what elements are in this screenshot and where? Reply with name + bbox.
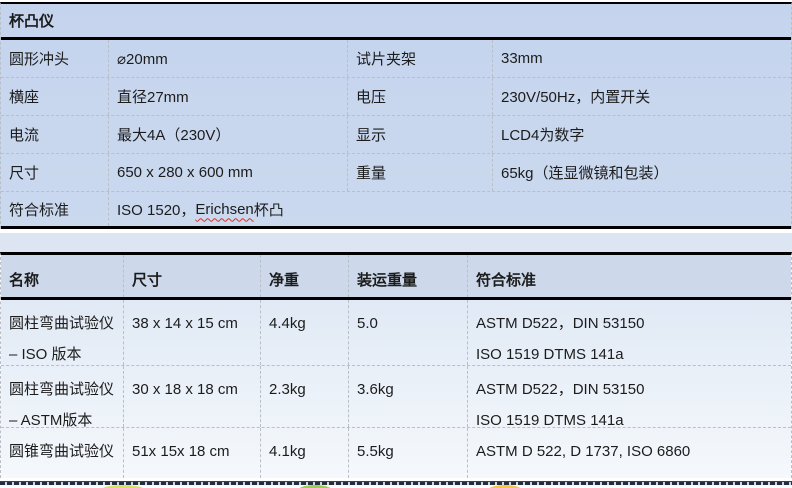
column-header-name: 名称 — [1, 255, 124, 297]
table-gap — [0, 233, 792, 252]
spec-label: 圆形冲头 — [1, 40, 109, 77]
spec-value: 230V/50Hz，内置开关 — [501, 89, 651, 106]
standards-text: 杯凸 — [253, 201, 284, 219]
cropped-image-blob-green — [296, 485, 334, 488]
cropped-image-blob-yellow-green — [98, 485, 148, 488]
spec-value: 最大4A（230V） — [109, 116, 348, 153]
product-shipping-weight: 5.0 — [349, 300, 468, 365]
product-name-line2: – ASTM版本 — [9, 412, 93, 427]
cropped-image-strip — [0, 485, 792, 488]
standards-line1: ASTM D522，DIN 53150 — [476, 381, 645, 398]
standards-line1: ASTM D522，DIN 53150 — [476, 315, 645, 332]
product-shipping-weight: 3.6kg — [349, 366, 468, 427]
spec-value: 直径27mm — [109, 78, 348, 115]
product-standards: ASTM D522，DIN 53150 ISO 1519 DTMS 141a — [468, 366, 791, 427]
products-table-body: 圆柱弯曲试验仪 – ISO 版本 38 x 14 x 15 cm 4.4kg 5… — [1, 300, 791, 478]
misspelled-word: Erichsen — [195, 200, 254, 218]
spec-value: 650 x 280 x 600 mm — [109, 154, 348, 191]
column-header-shipping-weight: 装运重量 — [349, 255, 468, 297]
product-standards: ASTM D522，DIN 53150 ISO 1519 DTMS 141a — [468, 300, 791, 365]
spec-row-standards: 符合标准 ISO 1520， Erichsen 杯凸 — [1, 192, 791, 229]
product-name-line1: 圆锥弯曲试验仪 — [9, 443, 115, 460]
product-name: 圆柱弯曲试验仪 – ASTM版本 — [1, 366, 124, 427]
product-net-weight: 2.3kg — [261, 366, 349, 427]
spec-label: 电压 — [348, 78, 493, 115]
product-row: 圆柱弯曲试验仪 – ASTM版本 30 x 18 x 18 cm 2.3kg 3… — [1, 366, 791, 428]
product-net-weight: 4.1kg — [261, 428, 349, 478]
spec-value: 33mm — [501, 50, 543, 67]
spec-row: 尺寸 650 x 280 x 600 mm 重量 65kg（连显微镜和包装） — [1, 154, 791, 192]
spec-label: 试片夹架 — [348, 40, 493, 77]
cropped-image-blob-yellow — [486, 485, 524, 488]
product-name-line2: – ISO 版本 — [9, 346, 82, 363]
spec-label: 尺寸 — [1, 154, 109, 191]
spec-label: 重量 — [348, 154, 493, 191]
product-name: 圆柱弯曲试验仪 – ISO 版本 — [1, 300, 124, 365]
column-header-net-weight: 净重 — [261, 255, 349, 297]
product-size: 30 x 18 x 18 cm — [124, 366, 261, 427]
product-size: 51x 15x 18 cm — [124, 428, 261, 478]
cupping-tester-spec-table: 杯凸仪 圆形冲头 ⌀20mm 试片夹架 33mm 横座 直径27mm 电压 23… — [0, 2, 792, 229]
spec-row: 电流 最大4A（230V） 显示 LCD4为数字 — [1, 116, 791, 154]
standards-line2: ISO 1519 DTMS 141a — [476, 346, 624, 363]
column-header-standards: 符合标准 — [476, 271, 537, 289]
spec-value-standards: ISO 1520， Erichsen 杯凸 — [109, 192, 791, 226]
spec-value: LCD4为数字 — [501, 127, 585, 144]
product-net-weight: 4.4kg — [261, 300, 349, 365]
spec-label: 显示 — [348, 116, 493, 153]
product-shipping-weight: 5.5kg — [349, 428, 468, 478]
product-name-line1: 圆柱弯曲试验仪 — [9, 315, 115, 332]
products-table-header: 名称 尺寸 净重 装运重量 符合标准 — [1, 255, 791, 300]
spec-row: 圆形冲头 ⌀20mm 试片夹架 33mm — [1, 40, 791, 78]
spec-value: ⌀20mm — [109, 40, 348, 77]
standards-line2: ISO 1519 DTMS 141a — [476, 412, 624, 427]
spec-label: 电流 — [1, 116, 109, 153]
table-title: 杯凸仪 — [1, 4, 791, 40]
column-header-size: 尺寸 — [124, 255, 261, 297]
product-name-line1: 圆柱弯曲试验仪 — [9, 381, 115, 398]
product-name: 圆锥弯曲试验仪 — [1, 428, 124, 478]
spec-label: 横座 — [1, 78, 109, 115]
bend-tester-products-table: 名称 尺寸 净重 装运重量 符合标准 圆柱弯曲试验仪 – ISO 版本 38 x… — [0, 252, 792, 478]
product-row: 圆锥弯曲试验仪 51x 15x 18 cm 4.1kg 5.5kg ASTM D… — [1, 428, 791, 478]
product-row: 圆柱弯曲试验仪 – ISO 版本 38 x 14 x 15 cm 4.4kg 5… — [1, 300, 791, 366]
spec-label: 符合标准 — [1, 192, 109, 226]
spec-row: 横座 直径27mm 电压 230V/50Hz，内置开关 — [1, 78, 791, 116]
standards-text: ISO 1520， — [117, 201, 196, 219]
selected-table-bottom-border — [0, 481, 792, 485]
product-standards: ASTM D 522, D 1737, ISO 6860 — [476, 443, 691, 460]
spec-value: 65kg（连显微镜和包装） — [501, 165, 669, 182]
product-size: 38 x 14 x 15 cm — [124, 300, 261, 365]
